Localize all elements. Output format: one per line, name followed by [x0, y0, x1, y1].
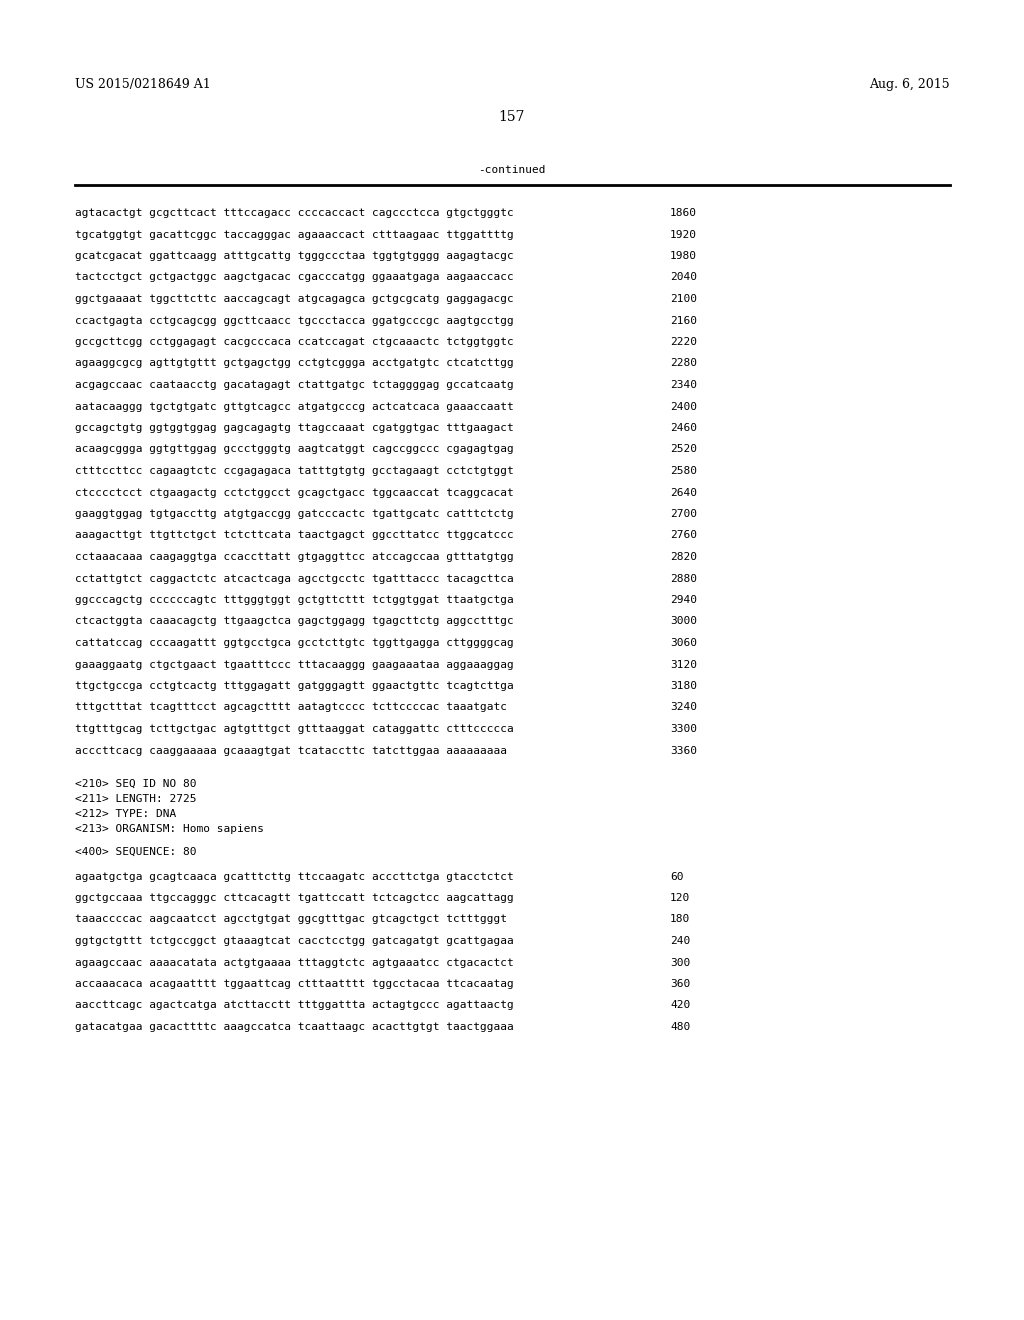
Text: -continued: -continued: [478, 165, 546, 176]
Text: 2700: 2700: [670, 510, 697, 519]
Text: 157: 157: [499, 110, 525, 124]
Text: 300: 300: [670, 957, 690, 968]
Text: gatacatgaa gacacttttc aaagccatca tcaattaagc acacttgtgt taactggaaa: gatacatgaa gacacttttc aaagccatca tcaatta…: [75, 1022, 514, 1032]
Text: tgcatggtgt gacattcggc taccagggac agaaaccact ctttaagaac ttggattttg: tgcatggtgt gacattcggc taccagggac agaaacc…: [75, 230, 514, 239]
Text: 2400: 2400: [670, 401, 697, 412]
Text: 2100: 2100: [670, 294, 697, 304]
Text: 3060: 3060: [670, 638, 697, 648]
Text: 3180: 3180: [670, 681, 697, 690]
Text: ttgtttgcag tcttgctgac agtgtttgct gtttaaggat cataggattc ctttccccca: ttgtttgcag tcttgctgac agtgtttgct gtttaag…: [75, 723, 514, 734]
Text: 2820: 2820: [670, 552, 697, 562]
Text: aaagacttgt ttgttctgct tctcttcata taactgagct ggccttatcc ttggcatccc: aaagacttgt ttgttctgct tctcttcata taactga…: [75, 531, 514, 540]
Text: 240: 240: [670, 936, 690, 946]
Text: 3300: 3300: [670, 723, 697, 734]
Text: gcatcgacat ggattcaagg atttgcattg tgggccctaa tggtgtgggg aagagtacgc: gcatcgacat ggattcaagg atttgcattg tgggccc…: [75, 251, 514, 261]
Text: 420: 420: [670, 1001, 690, 1011]
Text: ggcccagctg ccccccagtc tttgggtggt gctgttcttt tctggtggat ttaatgctga: ggcccagctg ccccccagtc tttgggtggt gctgttc…: [75, 595, 514, 605]
Text: 3240: 3240: [670, 702, 697, 713]
Text: acaagcggga ggtgttggag gccctgggtg aagtcatggt cagccggccc cgagagtgag: acaagcggga ggtgttggag gccctgggtg aagtcat…: [75, 445, 514, 454]
Text: ggtgctgttt tctgccggct gtaaagtcat cacctcctgg gatcagatgt gcattgagaa: ggtgctgttt tctgccggct gtaaagtcat cacctcc…: [75, 936, 514, 946]
Text: 2280: 2280: [670, 359, 697, 368]
Text: <213> ORGANISM: Homo sapiens: <213> ORGANISM: Homo sapiens: [75, 824, 264, 834]
Text: 3360: 3360: [670, 746, 697, 755]
Text: cctaaacaaa caagaggtga ccaccttatt gtgaggttcc atccagccaa gtttatgtgg: cctaaacaaa caagaggtga ccaccttatt gtgaggt…: [75, 552, 514, 562]
Text: ggctgccaaa ttgccagggc cttcacagtt tgattccatt tctcagctcc aagcattagg: ggctgccaaa ttgccagggc cttcacagtt tgattcc…: [75, 894, 514, 903]
Text: ccactgagta cctgcagcgg ggcttcaacc tgccctacca ggatgcccgc aagtgcctgg: ccactgagta cctgcagcgg ggcttcaacc tgcccta…: [75, 315, 514, 326]
Text: ctcccctcct ctgaagactg cctctggcct gcagctgacc tggcaaccat tcaggcacat: ctcccctcct ctgaagactg cctctggcct gcagctg…: [75, 487, 514, 498]
Text: gaaaggaatg ctgctgaact tgaatttccc tttacaaggg gaagaaataa aggaaaggag: gaaaggaatg ctgctgaact tgaatttccc tttacaa…: [75, 660, 514, 669]
Text: taaaccccac aagcaatcct agcctgtgat ggcgtttgac gtcagctgct tctttgggt: taaaccccac aagcaatcct agcctgtgat ggcgttt…: [75, 915, 507, 924]
Text: 480: 480: [670, 1022, 690, 1032]
Text: 2880: 2880: [670, 573, 697, 583]
Text: tttgctttat tcagtttcct agcagctttt aatagtcccc tcttccccac taaatgatc: tttgctttat tcagtttcct agcagctttt aatagtc…: [75, 702, 507, 713]
Text: 180: 180: [670, 915, 690, 924]
Text: gaaggtggag tgtgaccttg atgtgaccgg gatcccactc tgattgcatc catttctctg: gaaggtggag tgtgaccttg atgtgaccgg gatccca…: [75, 510, 514, 519]
Text: agaaggcgcg agttgtgttt gctgagctgg cctgtcggga acctgatgtc ctcatcttgg: agaaggcgcg agttgtgttt gctgagctgg cctgtcg…: [75, 359, 514, 368]
Text: gccgcttcgg cctggagagt cacgcccaca ccatccagat ctgcaaactc tctggtggtc: gccgcttcgg cctggagagt cacgcccaca ccatcca…: [75, 337, 514, 347]
Text: 120: 120: [670, 894, 690, 903]
Text: 60: 60: [670, 871, 683, 882]
Text: aaccttcagc agactcatga atcttacctt tttggattta actagtgccc agattaactg: aaccttcagc agactcatga atcttacctt tttggat…: [75, 1001, 514, 1011]
Text: acccttcacg caaggaaaaa gcaaagtgat tcataccttc tatcttggaa aaaaaaaaa: acccttcacg caaggaaaaa gcaaagtgat tcatacc…: [75, 746, 507, 755]
Text: ggctgaaaat tggcttcttc aaccagcagt atgcagagca gctgcgcatg gaggagacgc: ggctgaaaat tggcttcttc aaccagcagt atgcaga…: [75, 294, 514, 304]
Text: 2160: 2160: [670, 315, 697, 326]
Text: 1860: 1860: [670, 209, 697, 218]
Text: 1980: 1980: [670, 251, 697, 261]
Text: agaatgctga gcagtcaaca gcatttcttg ttccaagatc acccttctga gtacctctct: agaatgctga gcagtcaaca gcatttcttg ttccaag…: [75, 871, 514, 882]
Text: 2040: 2040: [670, 272, 697, 282]
Text: agaagccaac aaaacatata actgtgaaaa tttaggtctc agtgaaatcc ctgacactct: agaagccaac aaaacatata actgtgaaaa tttaggt…: [75, 957, 514, 968]
Text: 1920: 1920: [670, 230, 697, 239]
Text: <212> TYPE: DNA: <212> TYPE: DNA: [75, 809, 176, 818]
Text: 360: 360: [670, 979, 690, 989]
Text: 3120: 3120: [670, 660, 697, 669]
Text: 2220: 2220: [670, 337, 697, 347]
Text: agtacactgt gcgcttcact tttccagacc ccccaccact cagccctcca gtgctgggtc: agtacactgt gcgcttcact tttccagacc ccccacc…: [75, 209, 514, 218]
Text: ctttccttcc cagaagtctc ccgagagaca tatttgtgtg gcctagaagt cctctgtggt: ctttccttcc cagaagtctc ccgagagaca tatttgt…: [75, 466, 514, 477]
Text: tactcctgct gctgactggc aagctgacac cgacccatgg ggaaatgaga aagaaccacc: tactcctgct gctgactggc aagctgacac cgaccca…: [75, 272, 514, 282]
Text: accaaacaca acagaatttt tggaattcag ctttaatttt tggcctacaa ttcacaatag: accaaacaca acagaatttt tggaattcag ctttaat…: [75, 979, 514, 989]
Text: 3000: 3000: [670, 616, 697, 627]
Text: 2940: 2940: [670, 595, 697, 605]
Text: Aug. 6, 2015: Aug. 6, 2015: [869, 78, 950, 91]
Text: ttgctgccga cctgtcactg tttggagatt gatgggagtt ggaactgttc tcagtcttga: ttgctgccga cctgtcactg tttggagatt gatggga…: [75, 681, 514, 690]
Text: 2520: 2520: [670, 445, 697, 454]
Text: 2460: 2460: [670, 422, 697, 433]
Text: <400> SEQUENCE: 80: <400> SEQUENCE: 80: [75, 846, 197, 857]
Text: 2580: 2580: [670, 466, 697, 477]
Text: cattatccag cccaagattt ggtgcctgca gcctcttgtc tggttgagga cttggggcag: cattatccag cccaagattt ggtgcctgca gcctctt…: [75, 638, 514, 648]
Text: gccagctgtg ggtggtggag gagcagagtg ttagccaaat cgatggtgac tttgaagact: gccagctgtg ggtggtggag gagcagagtg ttagcca…: [75, 422, 514, 433]
Text: <211> LENGTH: 2725: <211> LENGTH: 2725: [75, 795, 197, 804]
Text: cctattgtct caggactctc atcactcaga agcctgcctc tgatttaccc tacagcttca: cctattgtct caggactctc atcactcaga agcctgc…: [75, 573, 514, 583]
Text: acgagccaac caataacctg gacatagagt ctattgatgc tctaggggag gccatcaatg: acgagccaac caataacctg gacatagagt ctattga…: [75, 380, 514, 389]
Text: 2640: 2640: [670, 487, 697, 498]
Text: aatacaaggg tgctgtgatc gttgtcagcc atgatgcccg actcatcaca gaaaccaatt: aatacaaggg tgctgtgatc gttgtcagcc atgatgc…: [75, 401, 514, 412]
Text: 2340: 2340: [670, 380, 697, 389]
Text: US 2015/0218649 A1: US 2015/0218649 A1: [75, 78, 211, 91]
Text: <210> SEQ ID NO 80: <210> SEQ ID NO 80: [75, 779, 197, 789]
Text: 2760: 2760: [670, 531, 697, 540]
Text: ctcactggta caaacagctg ttgaagctca gagctggagg tgagcttctg aggcctttgc: ctcactggta caaacagctg ttgaagctca gagctgg…: [75, 616, 514, 627]
